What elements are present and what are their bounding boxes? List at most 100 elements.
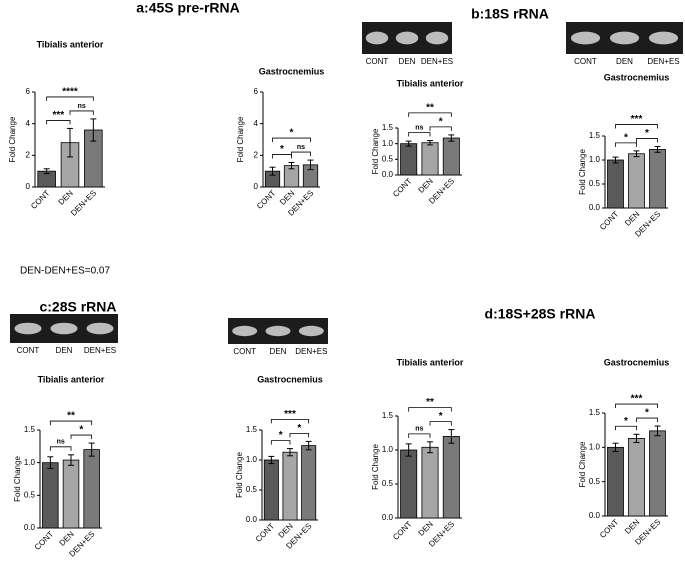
bar (442, 137, 460, 176)
y-tick-label: 0 (254, 182, 259, 191)
bar (83, 449, 100, 529)
x-tick-label: CONT (391, 519, 413, 541)
y-tick-label: 1.0 (589, 442, 601, 451)
chart-title: Gastrocnemius (257, 374, 323, 384)
y-tick-label: 0.5 (589, 477, 601, 486)
error-bar (90, 118, 97, 142)
significance-bracket (408, 433, 431, 438)
x-tick-label: CONT (29, 188, 51, 210)
error-bar (448, 429, 455, 444)
gel-band (395, 31, 419, 45)
lane-label: CONT (233, 347, 256, 356)
chart-title: Tibialis anterior (397, 78, 464, 88)
significance-bracket (291, 151, 311, 157)
gel-band (86, 322, 114, 335)
y-tick-label: 0.5 (589, 179, 601, 188)
y-tick-label: 6 (26, 87, 31, 96)
bar (400, 449, 418, 519)
error-bar (305, 440, 312, 451)
gel-band (365, 31, 389, 45)
section-title: c:28S rRNA (39, 299, 116, 315)
significance-bracket (49, 420, 93, 426)
x-tick-label: CONT (254, 521, 276, 543)
error-bar (448, 134, 455, 142)
bar (607, 446, 624, 517)
significance-bracket (69, 110, 94, 115)
lane-label: DEN (56, 346, 73, 355)
error-bar (427, 441, 433, 454)
error-bar (67, 127, 73, 158)
error-bar (612, 442, 619, 452)
error-bar (268, 455, 275, 465)
significance-label: ns (297, 144, 305, 151)
y-tick-label: 1.0 (24, 458, 36, 467)
bar (42, 462, 59, 529)
significance-label: *** (631, 394, 643, 405)
significance-label: * (439, 411, 443, 422)
gel-band (570, 31, 601, 45)
error-bar (307, 159, 314, 171)
lane-label: DEN+ES (647, 57, 679, 66)
bar (607, 159, 624, 209)
section-title: d:18S+28S rRNA (485, 306, 596, 322)
y-axis-label: Fold Change (13, 456, 22, 502)
significance-bracket (270, 419, 310, 424)
x-tick-label: DEN+ES (69, 189, 98, 218)
bar (400, 143, 418, 176)
significance-label: ns (57, 439, 65, 446)
gel-band (425, 31, 449, 45)
significance-label: * (79, 425, 83, 436)
significance-label: * (280, 144, 284, 155)
significance-label: ** (67, 411, 75, 422)
y-tick-label: 1.5 (24, 425, 36, 434)
x-tick-label: DEN (623, 209, 641, 227)
y-tick-label: 0 (26, 182, 31, 191)
x-tick-label: CONT (255, 188, 277, 210)
significance-label: * (439, 117, 443, 128)
lane-label: DEN (616, 57, 633, 66)
error-bar (269, 166, 276, 176)
error-bar (427, 140, 433, 146)
error-bar (633, 433, 640, 444)
y-tick-label: 0.5 (382, 154, 394, 163)
y-tick-label: 0.5 (382, 479, 394, 488)
y-tick-label: 4 (254, 119, 259, 128)
x-tick-label: CONT (598, 209, 620, 231)
section-title: a:45S pre-rRNA (136, 0, 239, 16)
error-bar (612, 156, 619, 164)
gel-band (232, 325, 258, 337)
significance-label: * (624, 416, 628, 427)
note: DEN-DEN+ES=0.07 (20, 266, 110, 277)
y-axis-label: Fold Change (236, 116, 245, 162)
y-axis-label: Fold Change (8, 116, 17, 162)
chart-title: Tibialis anterior (397, 357, 464, 367)
bar (421, 446, 439, 519)
x-tick-label: CONT (391, 176, 413, 198)
significance-bracket (46, 96, 94, 101)
significance-bracket (272, 154, 292, 159)
significance-label: * (624, 133, 628, 144)
y-tick-label: 1.5 (246, 425, 258, 434)
significance-bracket (70, 434, 93, 440)
bar (263, 459, 279, 521)
bar (628, 438, 645, 517)
significance-label: * (297, 423, 301, 434)
error-bar (654, 425, 661, 437)
y-tick-label: 1.5 (382, 123, 394, 132)
y-tick-label: 0.0 (24, 523, 36, 532)
error-bar (288, 161, 295, 170)
significance-bracket (636, 138, 658, 143)
significance-label: * (645, 408, 649, 419)
error-bar (287, 448, 293, 457)
error-bar (43, 168, 50, 175)
significance-label: * (279, 430, 283, 441)
y-axis-label: Fold Change (578, 149, 587, 195)
y-tick-label: 0.0 (382, 170, 394, 179)
section-title: b:18S rRNA (471, 6, 549, 22)
chart-title: Gastrocnemius (604, 357, 670, 367)
lane-label: DEN+ES (84, 346, 116, 355)
bar (421, 142, 439, 176)
y-axis-label: Fold Change (578, 441, 587, 487)
significance-bracket (615, 142, 637, 147)
